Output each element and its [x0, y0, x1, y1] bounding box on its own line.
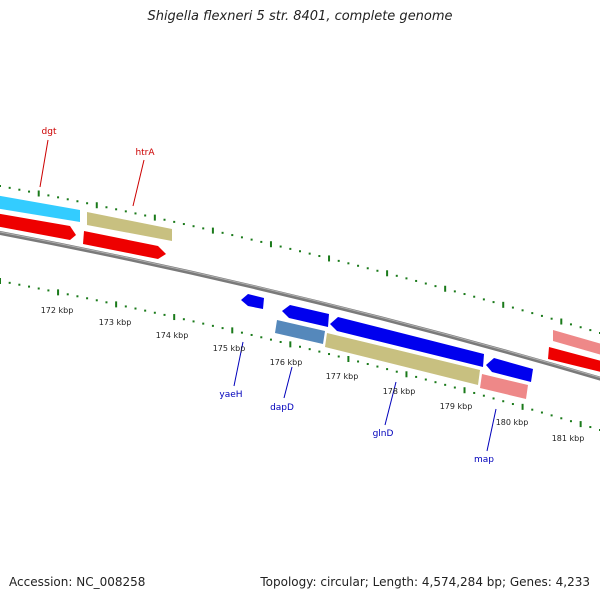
gene-red-1[interactable] [0, 213, 76, 240]
leader-map [486, 408, 497, 452]
leader-htrA [132, 159, 145, 207]
leader-glnD [384, 381, 397, 426]
gene-glnD[interactable] [330, 317, 484, 367]
scale-label: 176 kbp [270, 358, 303, 367]
gene-row-reverse-outer [241, 294, 533, 382]
gene-label-yaeH: yaeH [219, 390, 242, 400]
scale-label: 179 kbp [440, 402, 473, 411]
tick-row-top [0, 185, 600, 334]
leader-dapD [283, 366, 293, 399]
label-leaders [39, 139, 497, 452]
gene-row-forward-inner [0, 213, 600, 373]
gene-dapD-blue[interactable] [282, 305, 329, 327]
scale-label: 180 kbp [496, 418, 529, 427]
gene-red-right[interactable] [548, 347, 600, 373]
gene-red-2[interactable] [83, 231, 166, 259]
gene-pink-right[interactable] [553, 330, 600, 356]
scale-label: 175 kbp [213, 344, 246, 353]
map-title: Shigella flexneri 5 str. 8401, complete … [147, 9, 453, 24]
gene-label-map: map [474, 455, 494, 465]
tick-row-bottom [0, 278, 600, 431]
gene-map-blue[interactable] [486, 358, 533, 382]
leader-yaeH [233, 341, 244, 387]
genome-summary-text: Topology: circular; Length: 4,574,284 bp… [260, 575, 590, 589]
genome-backbone [0, 230, 600, 381]
gene-dgt-cyan[interactable] [0, 195, 80, 222]
gene-row-reverse-inner [275, 320, 528, 399]
gene-htrA-khaki[interactable] [87, 212, 172, 241]
gene-yaeH[interactable] [241, 294, 264, 309]
scale-label: 177 kbp [326, 372, 359, 381]
gene-row-forward-outer [0, 195, 600, 356]
scale-label: 181 kbp [552, 434, 585, 443]
gene-khaki-lower[interactable] [325, 333, 480, 385]
gene-dapD-steel[interactable] [275, 320, 325, 344]
scale-label: 174 kbp [156, 331, 189, 340]
leader-dgt [39, 139, 49, 188]
scale-label: 178 kbp [383, 387, 416, 396]
genome-backbone-highlight [0, 231, 600, 379]
scale-label: 172 kbp [41, 306, 74, 315]
gene-label-glnD: glnD [373, 429, 394, 439]
gene-label-dapD: dapD [270, 403, 294, 413]
scale-label: 173 kbp [99, 318, 132, 327]
gene-label-htrA: htrA [135, 148, 155, 158]
scale-labels: 172 kbp 173 kbp 174 kbp 175 kbp 176 kbp … [41, 306, 585, 443]
gene-map-pink[interactable] [480, 374, 528, 399]
accession-text: Accession: NC_008258 [9, 575, 146, 589]
gene-labels: dgt htrA yaeH dapD glnD map [42, 127, 495, 465]
gene-label-dgt: dgt [42, 127, 57, 137]
